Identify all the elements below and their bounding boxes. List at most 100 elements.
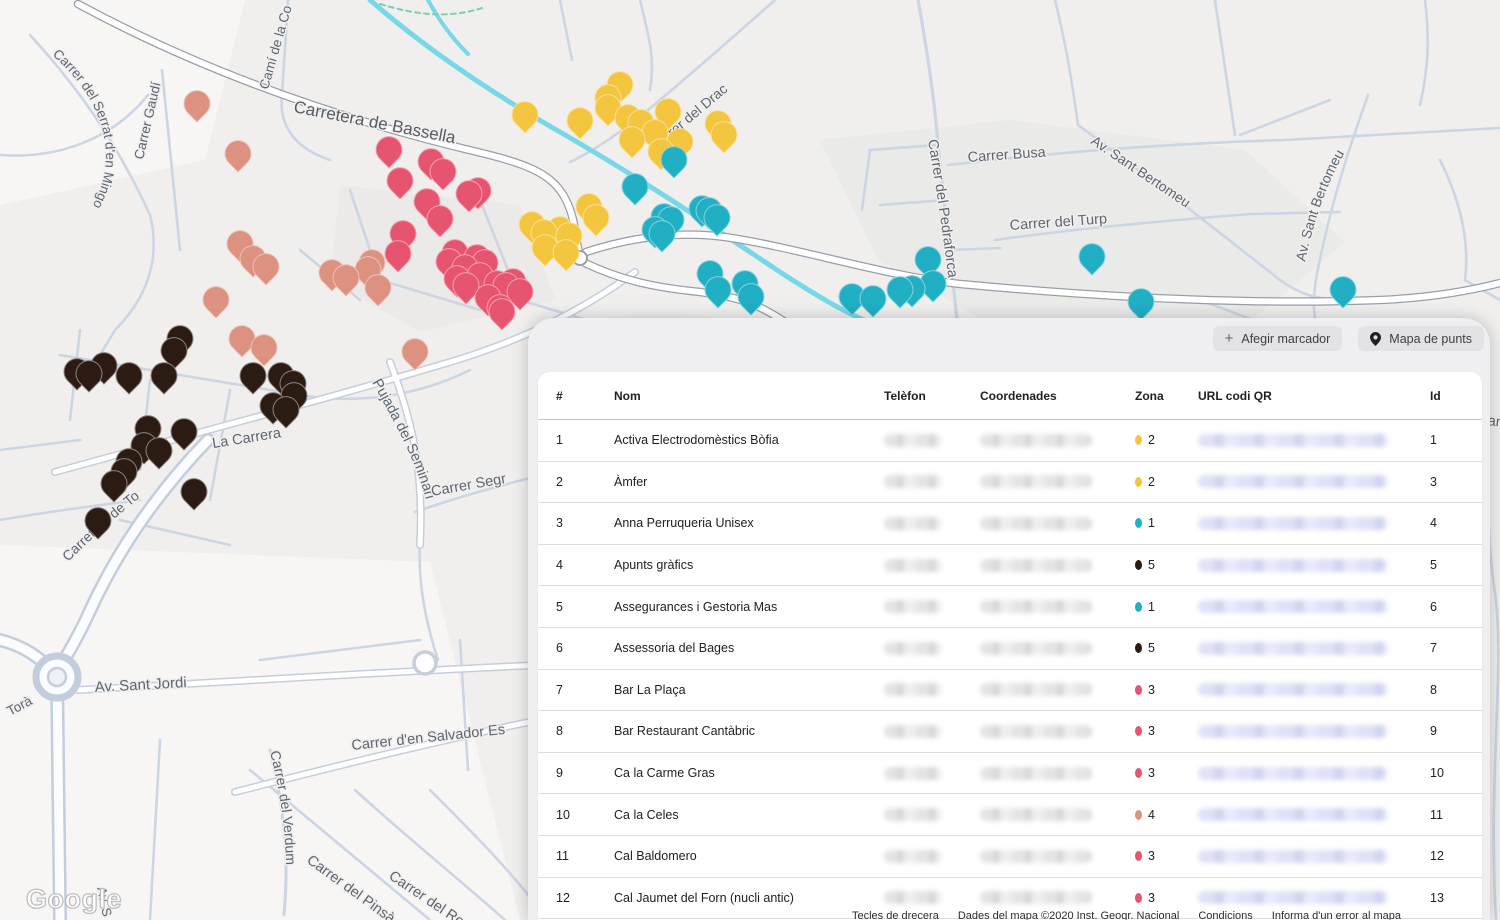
- qr-url-redacted: [1198, 849, 1430, 863]
- qr-url-link[interactable]: [1198, 724, 1388, 738]
- zone-color-dot: [1135, 809, 1142, 820]
- qr-url-redacted: [1198, 683, 1430, 697]
- place-name: Anna Perruqueria Unisex: [614, 516, 754, 531]
- coordinates-redacted: [980, 808, 1135, 822]
- row-number: 7: [556, 682, 563, 697]
- phone-blur: [884, 849, 942, 863]
- zone-number: 3: [1148, 890, 1155, 905]
- place-name: Assessoria del Bages: [614, 641, 735, 656]
- zone-cell: 3: [1135, 683, 1198, 697]
- phone-redacted: [884, 724, 980, 738]
- attribution-link[interactable]: Informa d'un error al mapa: [1271, 910, 1402, 920]
- qr-url-link[interactable]: [1198, 683, 1388, 697]
- coordinates-redacted: [980, 891, 1135, 905]
- row-number: 11: [556, 849, 569, 864]
- column-header: URL codi QR: [1198, 388, 1272, 403]
- phone-blur: [884, 766, 942, 780]
- qr-url-redacted: [1198, 766, 1430, 780]
- map-attribution: Tecles de drecera Dades del mapa ©2020 In…: [852, 909, 1420, 920]
- qr-url-redacted: [1198, 433, 1430, 447]
- panel-toolbar: + Afegir marcador Mapa de punts: [1212, 326, 1484, 351]
- phone-redacted: [884, 683, 980, 697]
- coordinates-blur: [980, 475, 1092, 489]
- qr-url-link[interactable]: [1198, 641, 1388, 655]
- zone-cell: 2: [1135, 475, 1198, 489]
- qr-url-link[interactable]: [1198, 766, 1388, 780]
- row-number: 9: [556, 766, 563, 781]
- zone-color-dot: [1135, 518, 1142, 529]
- attribution-link[interactable]: Tecles de drecera: [852, 910, 939, 920]
- qr-url-link[interactable]: [1198, 558, 1388, 572]
- phone-blur: [884, 433, 942, 447]
- zone-color-dot: [1135, 851, 1142, 862]
- qr-url-link[interactable]: [1198, 808, 1388, 822]
- row-id: 13: [1430, 890, 1444, 905]
- row-id: 7: [1430, 641, 1437, 656]
- place-name: Apunts gràfics: [614, 558, 694, 573]
- table-row: 6 Assessoria del Bages 5 7: [538, 628, 1482, 670]
- phone-blur: [884, 641, 942, 655]
- street-label: Camí de la Co: [256, 4, 294, 91]
- phone-redacted: [884, 849, 980, 863]
- map-wide-roads: [0, 433, 438, 920]
- qr-url-link[interactable]: [1198, 516, 1388, 530]
- row-id: 10: [1430, 766, 1444, 781]
- coordinates-redacted: [980, 433, 1135, 447]
- qr-url-link[interactable]: [1198, 849, 1388, 863]
- coordinates-blur: [980, 433, 1092, 447]
- zone-color-dot: [1135, 684, 1142, 695]
- add-marker-label: Afegir marcador: [1241, 331, 1331, 346]
- zone-cell: 3: [1135, 766, 1198, 780]
- coordinates-redacted: [980, 641, 1135, 655]
- points-map-button[interactable]: Mapa de punts: [1358, 326, 1484, 351]
- plus-icon: +: [1224, 330, 1234, 347]
- place-name: Ca la Celes: [614, 807, 679, 822]
- column-header: Coordenades: [980, 388, 1057, 403]
- zone-cell: 1: [1135, 516, 1198, 530]
- zone-cell: 4: [1135, 808, 1198, 822]
- place-name: Activa Electrodomèstics Bòfia: [614, 433, 779, 448]
- phone-blur: [884, 808, 942, 822]
- zone-color-dot: [1135, 892, 1142, 903]
- place-name: Cal Baldomero: [614, 849, 697, 864]
- qr-url-link[interactable]: [1198, 433, 1388, 447]
- table-row: 3 Anna Perruqueria Unisex 1 4: [538, 503, 1482, 545]
- column-header: Id: [1430, 388, 1441, 403]
- qr-url-link[interactable]: [1198, 891, 1388, 905]
- coordinates-blur: [980, 766, 1092, 780]
- qr-url-link[interactable]: [1198, 600, 1388, 614]
- qr-url-redacted: [1198, 558, 1430, 572]
- coordinates-redacted: [980, 724, 1135, 738]
- column-header: Zona: [1135, 388, 1164, 403]
- zone-cell: 3: [1135, 724, 1198, 738]
- row-number: 8: [556, 724, 563, 739]
- table-row: 4 Apunts gràfics 5 5: [538, 545, 1482, 587]
- zone-color-dot: [1135, 560, 1142, 571]
- phone-blur: [884, 724, 942, 738]
- coordinates-blur: [980, 808, 1092, 822]
- row-id: 1: [1430, 433, 1437, 448]
- phone-blur: [884, 891, 942, 905]
- phone-blur: [884, 516, 942, 530]
- qr-url-link[interactable]: [1198, 475, 1388, 489]
- street-label: Carretera de Bassella: [292, 97, 458, 147]
- phone-redacted: [884, 641, 980, 655]
- attribution-link[interactable]: Condicions: [1198, 910, 1253, 920]
- phone-redacted: [884, 558, 980, 572]
- row-id: 3: [1430, 474, 1437, 489]
- qr-url-redacted: [1198, 641, 1430, 655]
- row-number: 12: [556, 890, 570, 905]
- row-id: 4: [1430, 516, 1437, 531]
- coordinates-blur: [980, 849, 1092, 863]
- zone-number: 2: [1148, 433, 1155, 448]
- add-marker-button[interactable]: + Afegir marcador: [1212, 326, 1343, 351]
- google-logo[interactable]: Google: [25, 883, 122, 914]
- zone-number: 5: [1148, 558, 1155, 573]
- phone-redacted: [884, 808, 980, 822]
- zone-color-dot: [1135, 476, 1142, 487]
- zone-cell: 2: [1135, 433, 1198, 447]
- row-id: 5: [1430, 558, 1437, 573]
- table-header: # Nom Telèfon Coordenades Zona URL codi QR Id: [538, 372, 1482, 420]
